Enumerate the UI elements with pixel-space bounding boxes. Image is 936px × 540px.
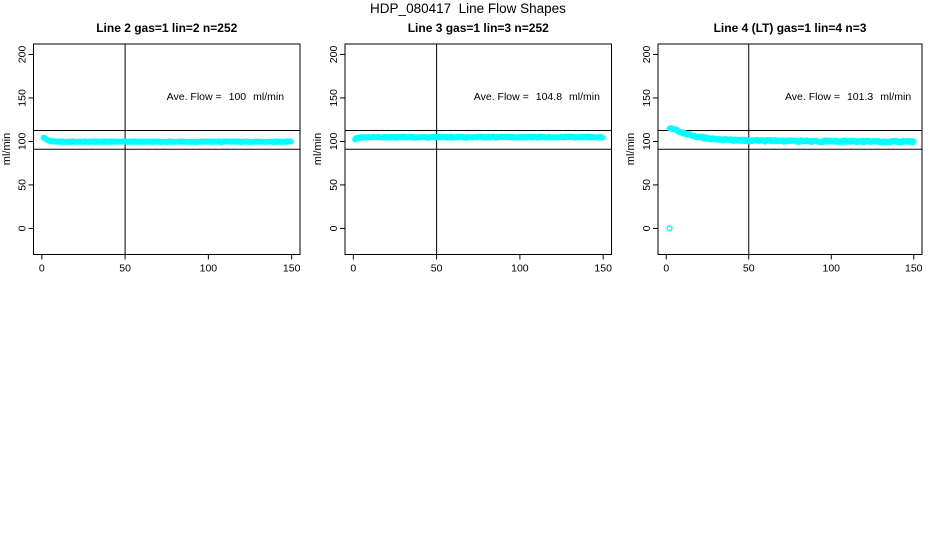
annotation-label: Ave. Flow = [784,91,840,103]
x-tick-label: 0 [39,263,45,275]
annotation-value: 101.3 [846,91,874,103]
y-tick-label: 50 [641,179,653,191]
x-tick-label: 150 [594,263,612,275]
y-tick-label: 50 [328,179,340,191]
y-tick-label: 0 [641,225,653,231]
x-tick-label: 50 [431,263,443,275]
panel-1: 0 50 100 150 200 0 50 100 150 [328,43,612,275]
annotation-label: Ave. Flow = [473,91,529,103]
x-tick-label: 50 [119,263,131,275]
data-points [666,125,917,232]
ave-flow-annotation: Ave. Flow = 101.3 ml/min [785,91,911,103]
y-tick-label: 100 [17,133,29,151]
x-tick-label: 150 [905,263,923,275]
panel-title: Line 3 gas=1 lin=3 n=252 [407,21,549,35]
annotation-value: 100 [228,91,247,103]
x-tick-label: 100 [511,263,529,275]
y-tick-label: 100 [641,133,653,151]
ave-flow-annotation: Ave. Flow = 100 ml/min [167,91,284,103]
y-axis-label: ml/min [0,132,13,166]
y-tick-label: 200 [17,46,29,64]
panel-title: Line 4 (LT) gas=1 lin=4 n=3 [713,21,867,35]
panel-title: Line 2 gas=1 lin=2 n=252 [96,21,238,35]
annotation-label: Ave. Flow = [166,91,222,103]
x-tick-label: 0 [350,263,356,275]
y-tick-label: 200 [328,46,340,64]
figure-title: HDP_080417 Line Flow Shapes [370,1,566,16]
x-tick-label: 100 [200,263,218,275]
x-tick-label: 0 [663,263,669,275]
y-tick-label: 0 [328,225,340,231]
y-axis-label: ml/min [312,132,324,166]
outlier-point [666,225,673,232]
chart-canvas: 0 50 100 150 200 0 50 100 150 0 50 100 150 200 0 50 100 1… [17,43,923,275]
y-tick-label: 100 [328,133,340,151]
x-tick-label: 100 [822,263,840,275]
y-tick-label: 150 [17,89,29,107]
annotation-value: 104.8 [535,91,563,103]
annotation-unit: ml/min [569,91,600,103]
y-axis-label: ml/min [625,132,637,166]
annotation-unit: ml/min [253,91,285,103]
panel-2: 0 50 100 150 200 0 50 100 150 [641,43,923,275]
y-tick-label: 200 [641,46,653,64]
x-tick-label: 50 [743,263,755,275]
y-tick-label: 150 [328,89,340,107]
ave-flow-annotation: Ave. Flow = 104.8 ml/min [474,91,600,103]
annotation-unit: ml/min [880,91,912,103]
y-tick-label: 150 [641,89,653,107]
data-points [352,133,606,143]
data-points [40,134,294,146]
y-tick-label: 0 [17,225,29,231]
x-tick-label: 150 [283,263,301,275]
panel-0: 0 50 100 150 200 0 50 100 150 [17,43,301,275]
y-tick-label: 50 [17,179,29,191]
